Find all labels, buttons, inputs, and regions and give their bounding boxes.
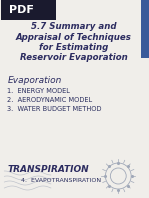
Text: 3.  WATER BUDGET METHOD: 3. WATER BUDGET METHOD: [7, 106, 102, 112]
FancyBboxPatch shape: [1, 0, 56, 20]
Text: 4.  EVAPOTRANSPIRATION: 4. EVAPOTRANSPIRATION: [21, 177, 101, 183]
Text: for Estimating: for Estimating: [39, 43, 108, 51]
Text: Reservoir Evaporation: Reservoir Evaporation: [20, 52, 128, 62]
Text: 2.  AERODYNAMIC MODEL: 2. AERODYNAMIC MODEL: [7, 97, 92, 103]
Text: TRANSPIRATION: TRANSPIRATION: [7, 166, 89, 174]
FancyBboxPatch shape: [141, 0, 149, 58]
Text: PDF: PDF: [9, 5, 34, 15]
Text: 5.7 Summary and: 5.7 Summary and: [31, 22, 117, 30]
Text: Evaporation: Evaporation: [7, 75, 62, 85]
Text: 1.  ENERGY MODEL: 1. ENERGY MODEL: [7, 88, 70, 94]
Text: Appraisal of Techniques: Appraisal of Techniques: [16, 32, 132, 42]
